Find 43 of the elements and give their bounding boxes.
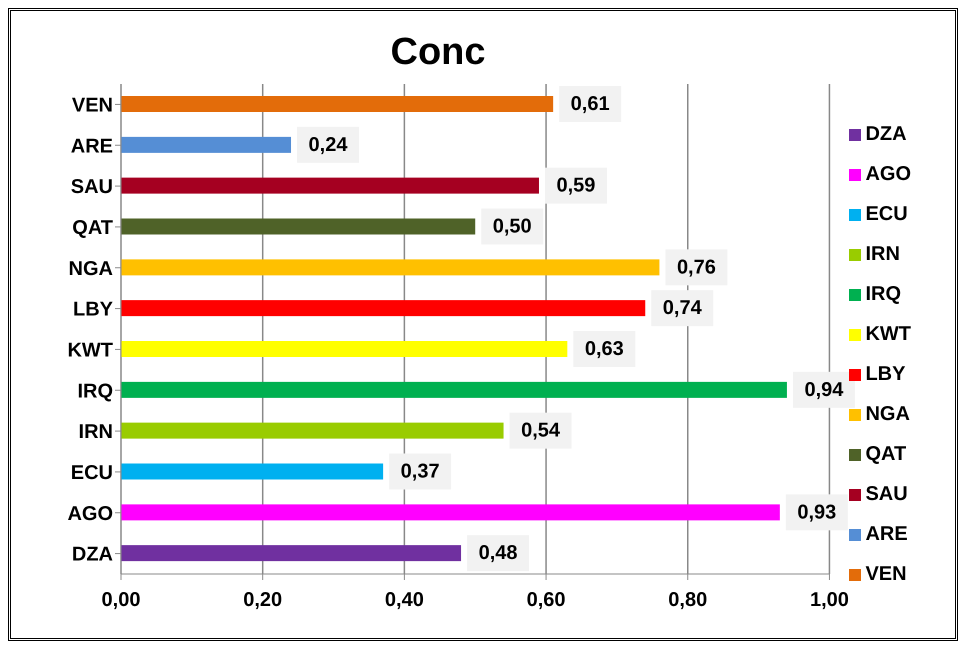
chart-title: Conc — [390, 31, 486, 74]
data-label: 0,76 — [676, 256, 716, 278]
y-tick-label: IRQ — [77, 380, 113, 402]
data-label: 0,37 — [400, 460, 440, 482]
x-tick-label: 0,00 — [102, 589, 140, 612]
legend-label: NGA — [865, 403, 910, 425]
data-label: 0,63 — [584, 338, 624, 360]
y-tick-label: VEN — [72, 94, 113, 117]
y-tick-label: LBY — [73, 298, 114, 321]
y-tick-label: QAT — [72, 217, 113, 240]
y-tick-label: DZA — [72, 544, 113, 566]
y-tick-label: NGA — [68, 258, 113, 280]
y-tick-label: KWT — [67, 340, 113, 362]
legend-label: IRQ — [865, 283, 901, 305]
data-label: 0,93 — [797, 501, 836, 524]
x-tick-label: 0,40 — [384, 589, 424, 612]
data-label: 0,50 — [492, 216, 532, 238]
legend-label: IRN — [865, 243, 900, 265]
legend-label: ECU — [865, 203, 908, 225]
data-label: 0,94 — [804, 378, 844, 401]
legend-label: VEN — [865, 563, 907, 585]
data-label: 0,59 — [556, 174, 596, 197]
data-label: 0,24 — [308, 134, 348, 156]
legend-label: QAT — [865, 443, 906, 465]
x-tick-label: 1,00 — [810, 589, 849, 612]
y-tick-label: ECU — [70, 462, 113, 484]
y-tick-label: IRN — [78, 421, 113, 444]
legend-label: ARE — [865, 523, 908, 545]
y-tick-label: AGO — [67, 502, 113, 525]
legend-label: DZA — [865, 123, 907, 145]
legend-label: SAU — [865, 483, 908, 505]
y-tick-label: SAU — [70, 176, 113, 198]
y-tick-label: ARE — [70, 135, 113, 158]
data-label: 0,61 — [570, 93, 610, 115]
data-label: 0,54 — [521, 420, 561, 442]
x-tick-label: 0,80 — [668, 589, 708, 612]
data-label: 0,74 — [662, 297, 703, 320]
legend-label: AGO — [865, 163, 911, 185]
legend-label: KWT — [865, 323, 911, 345]
data-label: 0,48 — [478, 542, 518, 564]
x-tick-label: 0,60 — [526, 589, 566, 612]
legend-label: LBY — [865, 363, 906, 385]
x-tick-label: 0,20 — [243, 589, 282, 612]
